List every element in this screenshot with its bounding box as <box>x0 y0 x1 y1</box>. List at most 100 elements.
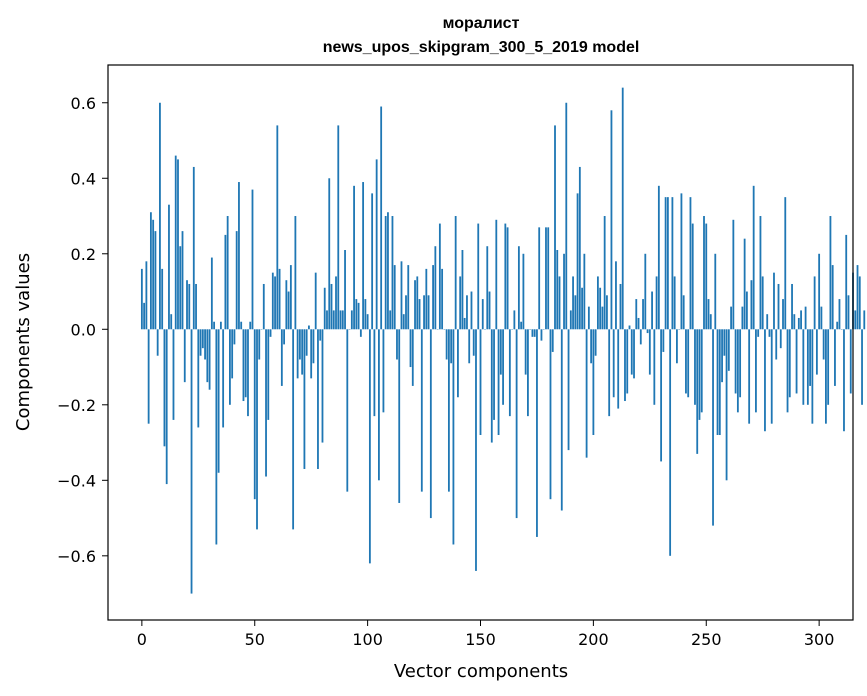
bar <box>849 329 852 394</box>
bar <box>583 253 586 330</box>
bar <box>527 329 529 417</box>
bar <box>373 329 376 417</box>
bar <box>265 329 267 477</box>
bar <box>804 306 807 330</box>
bar <box>635 299 638 330</box>
bar <box>551 329 554 352</box>
bar <box>493 329 495 420</box>
bar <box>834 329 836 386</box>
bar <box>414 280 416 330</box>
bar <box>698 329 701 420</box>
bar <box>707 299 710 330</box>
bar <box>317 329 319 469</box>
bar <box>235 231 238 330</box>
bar <box>312 329 315 364</box>
bar <box>353 185 355 330</box>
bar <box>274 276 276 330</box>
bar <box>736 329 739 413</box>
bar <box>296 329 299 379</box>
bar <box>806 329 809 405</box>
bar <box>452 329 455 545</box>
bar <box>691 223 694 330</box>
bar <box>809 329 812 386</box>
bar <box>836 321 839 330</box>
bar <box>251 189 254 330</box>
bar <box>666 197 669 330</box>
bar <box>344 250 346 330</box>
bar <box>563 253 565 330</box>
bar <box>323 287 326 330</box>
bar <box>298 329 301 360</box>
bar <box>601 306 604 330</box>
bar <box>827 329 830 405</box>
bar <box>825 329 827 424</box>
bar <box>278 268 281 330</box>
bar <box>784 197 787 330</box>
bar <box>350 310 353 330</box>
bar <box>357 302 360 330</box>
bar <box>843 329 845 432</box>
bar <box>800 310 802 330</box>
bar <box>680 193 683 330</box>
bar <box>725 329 728 481</box>
bar <box>540 329 543 341</box>
bar <box>280 329 283 386</box>
bar <box>811 329 814 424</box>
x-tick-label: 250 <box>691 630 722 649</box>
bar <box>339 310 342 330</box>
bar <box>653 329 656 405</box>
bar <box>712 329 714 526</box>
bar <box>703 216 705 330</box>
bar <box>305 329 308 356</box>
bar <box>545 227 547 330</box>
bar <box>761 276 764 330</box>
bar <box>190 329 193 594</box>
bar <box>479 329 482 435</box>
bar <box>181 231 184 330</box>
bar <box>183 329 186 383</box>
bar <box>337 125 340 330</box>
bar <box>671 197 674 330</box>
bar <box>847 295 850 330</box>
bar <box>400 261 403 330</box>
bar <box>791 283 793 330</box>
bar <box>314 272 317 330</box>
bar <box>459 276 462 330</box>
bar <box>802 329 805 405</box>
bar <box>856 265 859 330</box>
bar <box>499 329 502 375</box>
bar <box>639 329 642 345</box>
bar <box>508 329 511 417</box>
bar <box>267 329 270 420</box>
bar <box>755 329 757 413</box>
bar <box>229 329 231 405</box>
bar <box>687 329 690 398</box>
bar <box>773 272 775 330</box>
bar <box>269 329 272 337</box>
bar <box>472 329 475 356</box>
bar <box>468 329 471 364</box>
bar <box>335 276 337 330</box>
bar <box>438 223 441 330</box>
bar <box>585 329 588 458</box>
bar <box>676 329 678 364</box>
x-tick-label: 0 <box>137 630 147 649</box>
bar <box>233 329 236 345</box>
bar <box>330 283 333 330</box>
bar <box>165 329 168 485</box>
bar <box>745 291 748 330</box>
bar <box>382 329 385 413</box>
bar <box>147 329 150 424</box>
y-tick-label: −0.2 <box>57 396 96 415</box>
bar <box>759 216 762 330</box>
bar <box>346 329 349 492</box>
bar <box>538 227 541 330</box>
bar <box>829 216 832 330</box>
bar <box>366 314 369 330</box>
bar <box>727 329 730 371</box>
bar <box>186 280 188 330</box>
bar <box>504 223 507 330</box>
bar <box>407 265 410 330</box>
bar <box>673 276 676 330</box>
bar <box>520 321 523 330</box>
